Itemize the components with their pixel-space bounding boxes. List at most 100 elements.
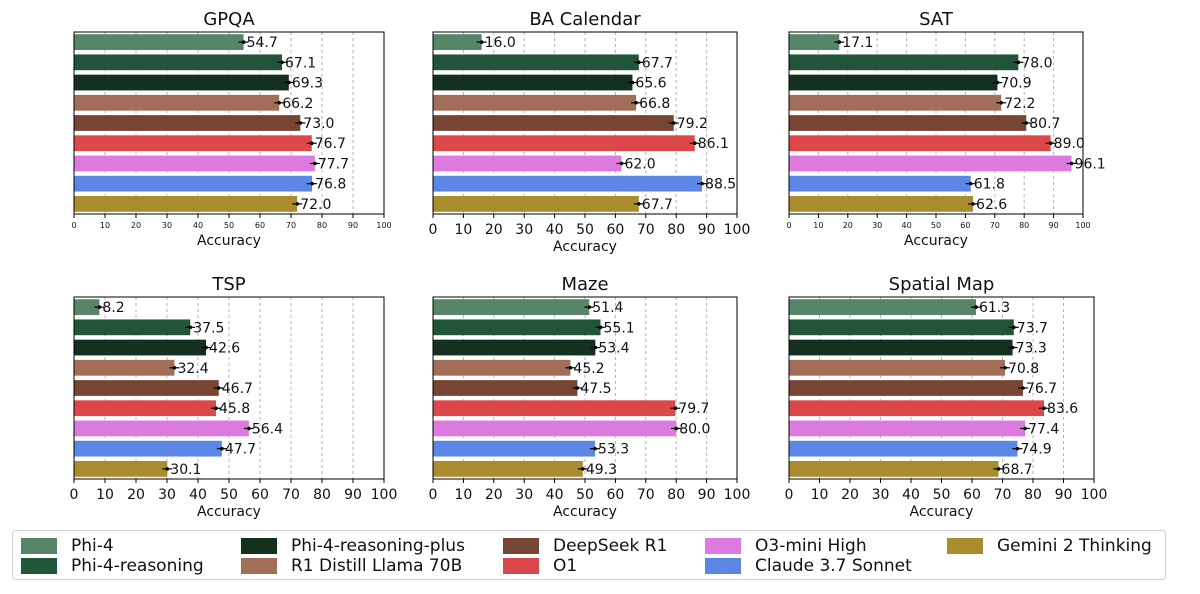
error-bar-dot [1023,426,1027,431]
error-bar-dot [298,121,303,125]
value-label: 8.2 [102,300,124,316]
tick-label: 100 [724,487,751,503]
value-label: 70.8 [1008,361,1039,377]
bar [789,115,1027,131]
tick-label: 0 [429,487,438,503]
bar [74,400,216,417]
value-label: 79.7 [678,401,709,417]
tick-label: 80 [313,487,331,503]
chart-title: SAT [919,9,954,30]
tick-label: 40 [546,222,564,238]
bar [789,420,1026,437]
error-bar-dot [1024,121,1029,125]
x-axis-label: Accuracy [904,233,968,249]
tick-label: 50 [933,487,951,503]
bar [74,175,313,192]
legend-swatch [21,538,57,554]
error-bar-dot [674,426,678,431]
value-label: 88.5 [705,177,736,193]
error-bar-dot [637,60,641,65]
error-bar-dot [1021,386,1025,390]
value-label: 70.9 [1000,76,1031,92]
chart-title: GPQA [203,9,255,30]
bar [433,115,674,131]
tick-label: 60 [255,221,265,230]
error-bar-dot [188,325,193,330]
tick-label: 0 [71,221,76,230]
tick-label: 70 [637,487,655,503]
tick-label: 100 [724,222,751,238]
value-label: 74.9 [1020,442,1051,458]
legend-label: O1 [553,556,578,576]
value-label: 51.4 [592,300,623,316]
legend-item-r1-distill-llama-70b: R1 Distill Llama 70B [241,555,462,577]
tick-label: 40 [546,487,564,503]
error-bar-dot [216,386,221,390]
tick-label: 0 [785,487,794,503]
bar [433,94,637,111]
tick-label: 50 [220,487,238,503]
tick-label: 100 [1075,221,1090,230]
error-bar-dot [634,100,638,105]
bar [433,400,676,417]
tick-label: 10 [811,487,829,503]
bar [74,196,298,212]
bar [789,339,1013,356]
tick-label: 0 [70,487,79,503]
bar [433,380,578,396]
tick-label: 90 [1049,221,1059,230]
bar [74,74,289,91]
bar [789,74,998,91]
value-label: 66.8 [639,96,670,112]
value-label: 72.2 [1004,96,1035,112]
value-label: 80.7 [1029,116,1060,132]
tick-label: 80 [667,222,685,238]
tick-label: 80 [1024,487,1042,503]
bar [74,461,168,477]
tick-label: 50 [576,487,594,503]
value-label: 73.7 [1017,320,1048,336]
value-label: 42.6 [209,341,240,357]
bar [74,339,207,356]
error-bar-dot [172,365,177,370]
error-bar-dot [598,325,603,330]
bar [433,440,596,457]
value-label: 96.1 [1075,156,1106,172]
value-label: 37.5 [193,320,224,336]
bar [789,196,974,212]
tick-label: 30 [515,222,533,238]
value-label: 55.1 [604,320,635,336]
tick-label: 70 [637,222,655,238]
error-bar-dot [204,345,208,350]
value-label: 30.1 [170,462,201,478]
bar [433,339,596,356]
legend-swatch [705,538,741,554]
legend-swatch [947,538,983,554]
tick-label: 20 [131,221,141,230]
legend-label: Phi-4 [71,536,114,556]
legend-item-o1: O1 [503,555,577,577]
legend-swatch [705,558,741,574]
error-bar-dot [479,40,484,44]
bar [789,461,999,477]
bar [789,359,1005,376]
x-axis-label: Accuracy [910,504,974,520]
error-bar-dot [214,406,218,411]
value-label: 80.0 [679,421,710,437]
bar [433,34,482,50]
bar [789,155,1072,172]
value-label: 76.8 [315,177,346,193]
bar [74,54,283,71]
tick-label: 0 [786,221,791,230]
bar [433,54,639,71]
tick-label: 10 [813,221,823,230]
legend: Phi-4 Phi-4-reasoning Phi-4-reasoning-pl… [12,530,1166,580]
tick-label: 90 [698,222,716,238]
error-bar-dot [287,80,291,85]
error-bar-dot [995,80,1000,85]
legend-label: Gemini 2 Thinking [997,536,1152,556]
tick-label: 80 [667,487,685,503]
bar [789,319,1014,336]
tick-label: 100 [371,487,398,503]
legend-swatch [241,558,277,574]
